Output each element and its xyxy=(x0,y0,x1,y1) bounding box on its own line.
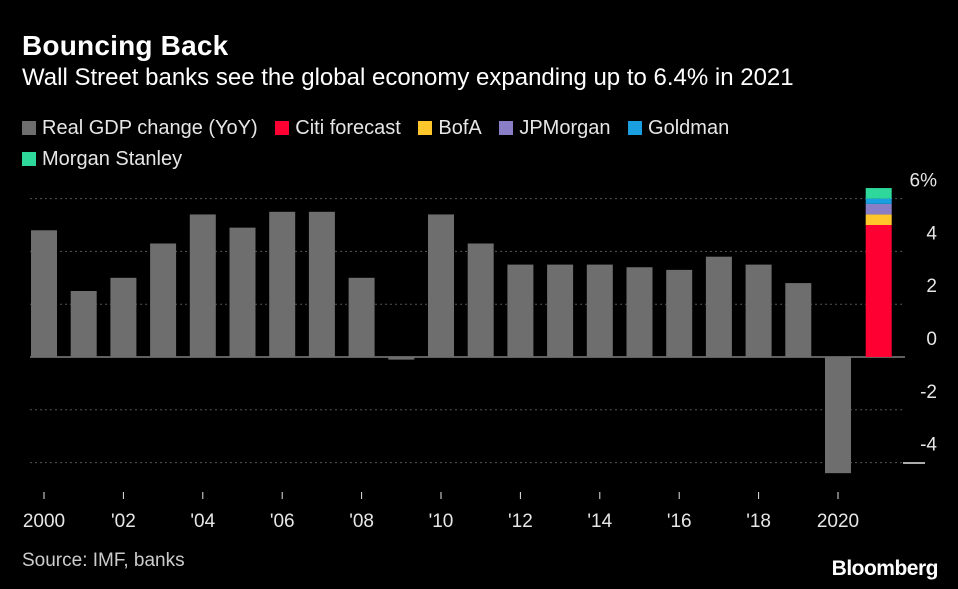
legend-swatch xyxy=(418,121,433,135)
legend-swatch xyxy=(22,121,36,135)
bar-2012 xyxy=(507,264,534,357)
bar-2016 xyxy=(666,269,693,357)
y-tick-label: -4 xyxy=(920,435,937,456)
bar-2001 xyxy=(70,291,97,357)
bar-2019 xyxy=(785,283,812,357)
legend-label: Morgan Stanley xyxy=(42,148,183,170)
legend-label: Real GDP change (YoY) xyxy=(42,117,258,139)
chart-subtitle: Wall Street banks see the global economy… xyxy=(22,64,794,91)
legend-swatch xyxy=(499,121,514,135)
forecast-segment-morgan-stanley xyxy=(865,188,892,199)
bar-2003 xyxy=(150,243,177,357)
x-tick-label: '02 xyxy=(111,511,136,532)
y-tick-label: 2 xyxy=(926,276,937,297)
legend-label: BofA xyxy=(438,117,482,139)
bar-2004 xyxy=(189,214,216,357)
x-tick-label: '18 xyxy=(746,511,771,532)
legend-item-morgan-stanley: Morgan Stanley xyxy=(22,144,182,174)
legend-label: JPMorgan xyxy=(519,117,611,139)
bar-2000 xyxy=(31,230,57,357)
chart-title: Bouncing Back xyxy=(22,30,229,61)
bar-2006 xyxy=(269,211,296,357)
y-tick-label: 4 xyxy=(926,223,937,244)
x-tick-label: '10 xyxy=(429,511,454,532)
forecast-segment-goldman xyxy=(865,198,892,204)
bar-2014 xyxy=(586,264,613,357)
legend-item-jpmorgan: JPMorgan xyxy=(499,113,610,143)
legend-label: Goldman xyxy=(648,117,730,139)
legend: Real GDP change (YoY) Citi forecast BofA… xyxy=(22,113,922,175)
legend-swatch xyxy=(628,121,643,135)
bar-2008 xyxy=(348,277,375,357)
y-tick-label: 6% xyxy=(910,171,938,192)
x-tick-label: '04 xyxy=(190,511,215,532)
bar-2002 xyxy=(110,277,137,357)
x-tick-label: 2020 xyxy=(817,511,859,532)
forecast-segment-jpmorgan xyxy=(865,203,892,215)
y-tick-label: 0 xyxy=(926,329,937,350)
x-tick-label: '06 xyxy=(270,511,295,532)
bar-2005 xyxy=(229,227,256,357)
forecast-segment-bofa xyxy=(865,214,892,225)
legend-item-bofa: BofA xyxy=(418,113,482,143)
source-note: Source: IMF, banks xyxy=(22,550,185,571)
bar-2013 xyxy=(547,264,574,357)
y-tick-label: -2 xyxy=(920,382,937,403)
x-tick-label: '16 xyxy=(667,511,692,532)
bar-2007 xyxy=(308,211,335,357)
legend-item-real-gdp: Real GDP change (YoY) xyxy=(22,113,258,143)
x-tick-label: '14 xyxy=(587,511,612,532)
legend-swatch xyxy=(22,152,36,166)
x-tick-label: '08 xyxy=(349,511,374,532)
bar-2015 xyxy=(626,267,653,357)
bar-2011 xyxy=(467,243,494,357)
x-tick-label: 2000 xyxy=(23,511,65,532)
bar-2020 xyxy=(825,357,851,474)
bar-2017 xyxy=(705,256,732,357)
legend-item-goldman: Goldman xyxy=(628,113,729,143)
forecast-segment-citi-forecast xyxy=(865,225,892,357)
legend-item-citi: Citi forecast xyxy=(275,113,401,143)
legend-label: Citi forecast xyxy=(295,117,401,139)
bloomberg-logo: Bloomberg xyxy=(831,557,939,580)
bar-2018 xyxy=(745,264,772,357)
legend-swatch xyxy=(275,121,290,135)
bar-2010 xyxy=(428,214,454,357)
bar-2009 xyxy=(388,357,415,360)
x-tick-label: '12 xyxy=(508,511,533,532)
